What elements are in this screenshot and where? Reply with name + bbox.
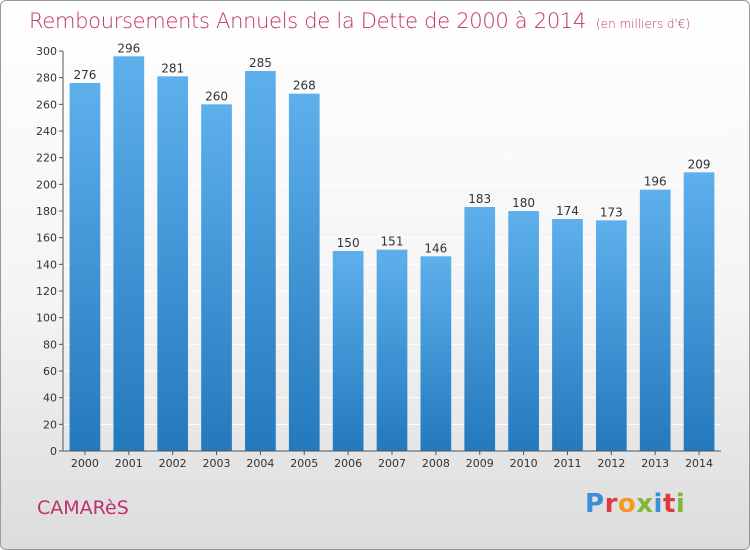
y-tick-label: 300: [36, 45, 57, 58]
x-tick-label-2006: 2006: [334, 457, 362, 470]
x-tick-label-2009: 2009: [466, 457, 494, 470]
data-label-2012: 173: [600, 205, 623, 219]
y-tick-label: 240: [36, 125, 57, 138]
data-label-2010: 180: [512, 196, 535, 210]
chart-subtitle: (en milliers d'€): [596, 17, 691, 31]
x-tick-label-2007: 2007: [378, 457, 406, 470]
data-label-2008: 146: [424, 241, 447, 255]
y-tick-label: 260: [36, 98, 57, 111]
data-label-2003: 260: [205, 89, 228, 103]
bar-2010: [508, 211, 539, 451]
data-label-2000: 276: [73, 68, 96, 82]
bar-2001: [113, 56, 145, 451]
logo-letter: t: [662, 489, 676, 519]
data-label-2011: 174: [556, 204, 579, 218]
logo-letter: o: [617, 489, 637, 519]
bar-2008: [420, 256, 452, 451]
proxiti-logo: Proxiti: [585, 489, 685, 519]
x-tick-label-2008: 2008: [422, 457, 450, 470]
logo-letter: P: [585, 489, 605, 519]
x-tick-label-2001: 2001: [115, 457, 143, 470]
logo-letter: r: [604, 489, 618, 519]
chart-title: Remboursements Annuels de la Dette de 20…: [29, 9, 690, 33]
x-tick-label-2003: 2003: [203, 457, 231, 470]
x-tick-label-2010: 2010: [510, 457, 538, 470]
data-label-2001: 296: [117, 41, 140, 55]
bar-2011: [552, 219, 583, 451]
bar-2012: [595, 220, 627, 451]
bars: [69, 56, 715, 452]
x-tick-label-2005: 2005: [290, 457, 318, 470]
bar-2000: [69, 83, 101, 451]
data-label-2004: 285: [249, 56, 272, 70]
bar-2009: [464, 207, 496, 451]
bar-2004: [245, 71, 276, 451]
bar-2006: [332, 251, 364, 451]
x-tick-label-2002: 2002: [159, 457, 187, 470]
logo-letter: i: [653, 489, 663, 519]
x-tick-label-2000: 2000: [71, 457, 99, 470]
logo-letter: x: [636, 489, 654, 519]
x-tick-label-2011: 2011: [553, 457, 581, 470]
chart-title-text: Remboursements Annuels de la Dette de 20…: [29, 9, 586, 33]
data-label-2006: 150: [337, 236, 360, 250]
y-tick-label: 40: [43, 392, 57, 405]
y-tick-label: 120: [36, 285, 57, 298]
logo-letter: i: [675, 489, 686, 519]
y-tick-label: 100: [36, 312, 57, 325]
bar-2002: [157, 76, 189, 451]
bar-2005: [288, 93, 320, 452]
bar-2014: [683, 172, 715, 452]
y-tick-label: 180: [36, 205, 57, 218]
data-label-2013: 196: [644, 175, 667, 189]
x-tick-label-2004: 2004: [246, 457, 274, 470]
data-label-2009: 183: [468, 192, 491, 206]
y-tick-label: 60: [43, 365, 57, 378]
y-tick-label: 140: [36, 258, 57, 271]
data-label-2007: 151: [381, 235, 404, 249]
y-tick-label: 20: [43, 418, 57, 431]
y-tick-label: 200: [36, 178, 57, 191]
data-label-2005: 268: [293, 79, 316, 93]
bar-2013: [639, 189, 671, 451]
commune-name: CAMARèS: [37, 497, 129, 519]
axes: [59, 50, 721, 455]
y-tick-label: 220: [36, 152, 57, 165]
bar-2007: [376, 249, 408, 451]
x-tick-label-2012: 2012: [597, 457, 625, 470]
bar-2003: [201, 104, 232, 451]
data-label-2002: 281: [161, 61, 184, 75]
y-tick-label: 80: [43, 338, 57, 351]
labels: 0 20 40 60 80 100 120 140 160 180 200 220 240 260 280 3…: [36, 41, 713, 470]
y-tick-label: 160: [36, 232, 57, 245]
data-label-2014: 209: [688, 157, 711, 171]
y-tick-label: 280: [36, 72, 57, 85]
x-tick-label-2014: 2014: [685, 457, 713, 470]
x-tick-label-2013: 2013: [641, 457, 669, 470]
y-tick-label: 0: [50, 445, 57, 458]
